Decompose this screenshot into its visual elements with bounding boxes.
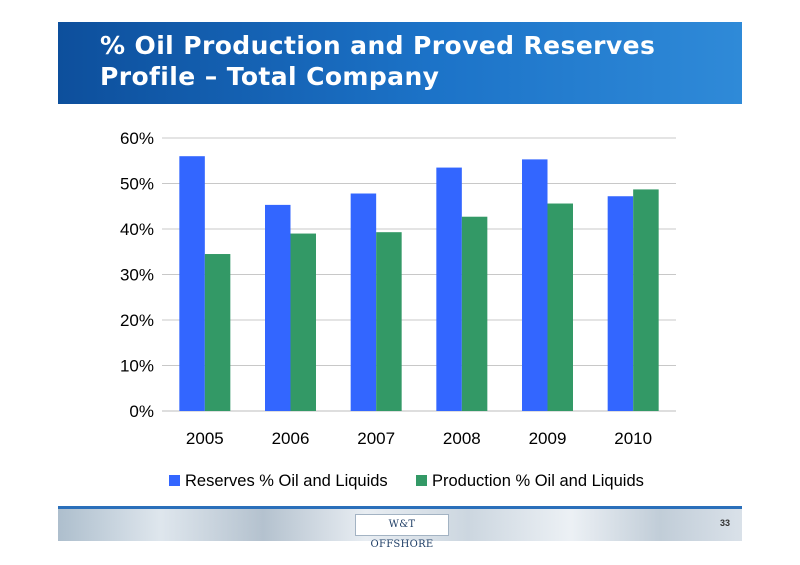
y-tick-label: 0% — [129, 402, 154, 421]
bar-production — [547, 203, 573, 411]
bars — [179, 156, 659, 411]
gridlines — [162, 137, 676, 412]
title-banner: % Oil Production and Proved Reserves Pro… — [58, 22, 742, 104]
y-tick-label: 40% — [120, 220, 154, 239]
legend-label: Reserves % Oil and Liquids — [185, 472, 388, 490]
bar-reserves — [179, 156, 205, 411]
y-tick-label: 50% — [120, 175, 154, 194]
bar-production — [290, 233, 316, 411]
company-logo: W&T OFFSHORE — [355, 514, 449, 550]
legend: Reserves % Oil and Liquids Production % O… — [169, 472, 644, 490]
bar-production — [461, 216, 488, 411]
y-tick-label: 60% — [120, 129, 154, 148]
y-axis-tick-labels: 0% 10% 20% 30% 40% 50% 60% — [120, 129, 154, 421]
bar-reserves — [607, 196, 634, 411]
bar-reserves — [350, 193, 377, 411]
y-tick-label: 30% — [120, 266, 154, 285]
legend-swatch — [169, 475, 180, 486]
x-tick-label: 2008 — [443, 429, 481, 448]
x-tick-label: 2005 — [186, 429, 224, 448]
x-tick-label: 2009 — [529, 429, 567, 448]
x-axis-tick-labels: 2005 2006 2007 2008 2009 2010 — [186, 429, 652, 448]
legend-label: Production % Oil and Liquids — [432, 472, 644, 490]
bar-reserves — [522, 159, 548, 411]
bar-reserves — [265, 204, 291, 411]
page-number: 33 — [719, 518, 730, 528]
slide-title: % Oil Production and Proved Reserves Pro… — [100, 30, 730, 92]
bar-production — [633, 189, 659, 411]
y-tick-label: 20% — [120, 311, 154, 330]
footer-divider — [58, 506, 742, 509]
legend-swatch — [416, 475, 427, 486]
x-tick-label: 2010 — [614, 429, 652, 448]
bar-production — [376, 232, 402, 411]
slide-title-line-1: % Oil Production and Proved Reserves — [100, 31, 656, 60]
x-tick-label: 2006 — [272, 429, 310, 448]
slide-title-line-2: Profile – Total Company — [100, 62, 440, 91]
y-tick-label: 10% — [120, 357, 154, 376]
bar-reserves — [436, 167, 462, 411]
x-tick-label: 2007 — [357, 429, 395, 448]
bar-production — [204, 254, 231, 411]
